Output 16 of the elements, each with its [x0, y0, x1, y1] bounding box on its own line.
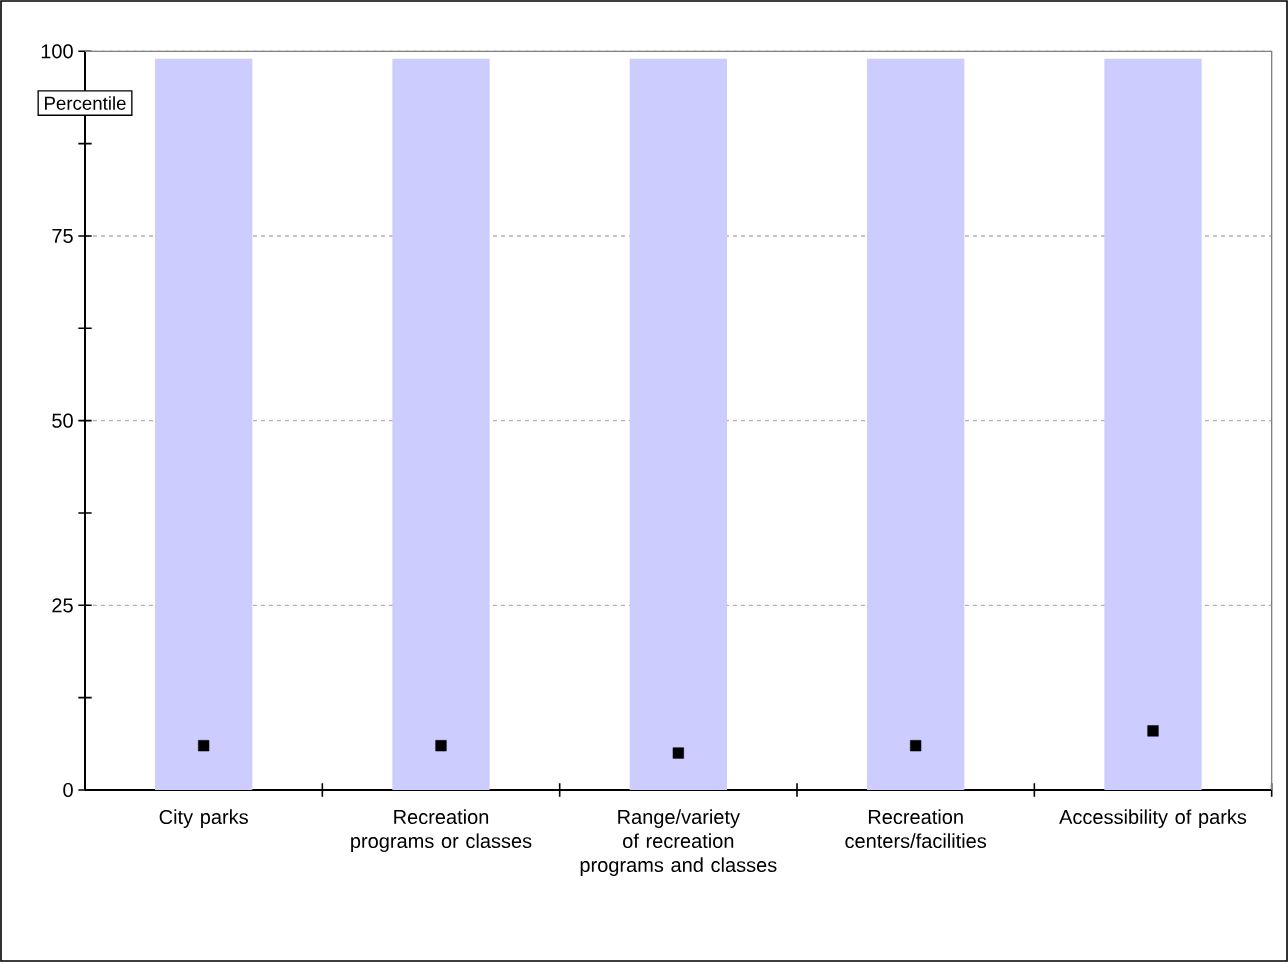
point — [910, 740, 922, 752]
x-tick-label: Range/variety of recreation programs and classes — [580, 809, 777, 876]
x-tick-label: Recreation centers/facilities — [845, 809, 987, 849]
y-tick-label: 0 — [63, 782, 73, 798]
y-tick-label: 75 — [52, 229, 73, 243]
y-tick-label: 50 — [52, 413, 73, 428]
y-axis-title: Percentile — [45, 96, 126, 110]
x-tick-label: City parks — [159, 809, 248, 828]
x-tick-label: Accessibility of parks — [1059, 809, 1247, 828]
point — [1147, 725, 1159, 737]
y-tick-label: 100 — [41, 44, 73, 59]
x-tick-label: Recreation programs or classes — [351, 809, 532, 852]
point — [435, 740, 447, 752]
point — [198, 740, 210, 752]
y-tick-label: 25 — [52, 598, 73, 613]
point — [672, 747, 684, 759]
